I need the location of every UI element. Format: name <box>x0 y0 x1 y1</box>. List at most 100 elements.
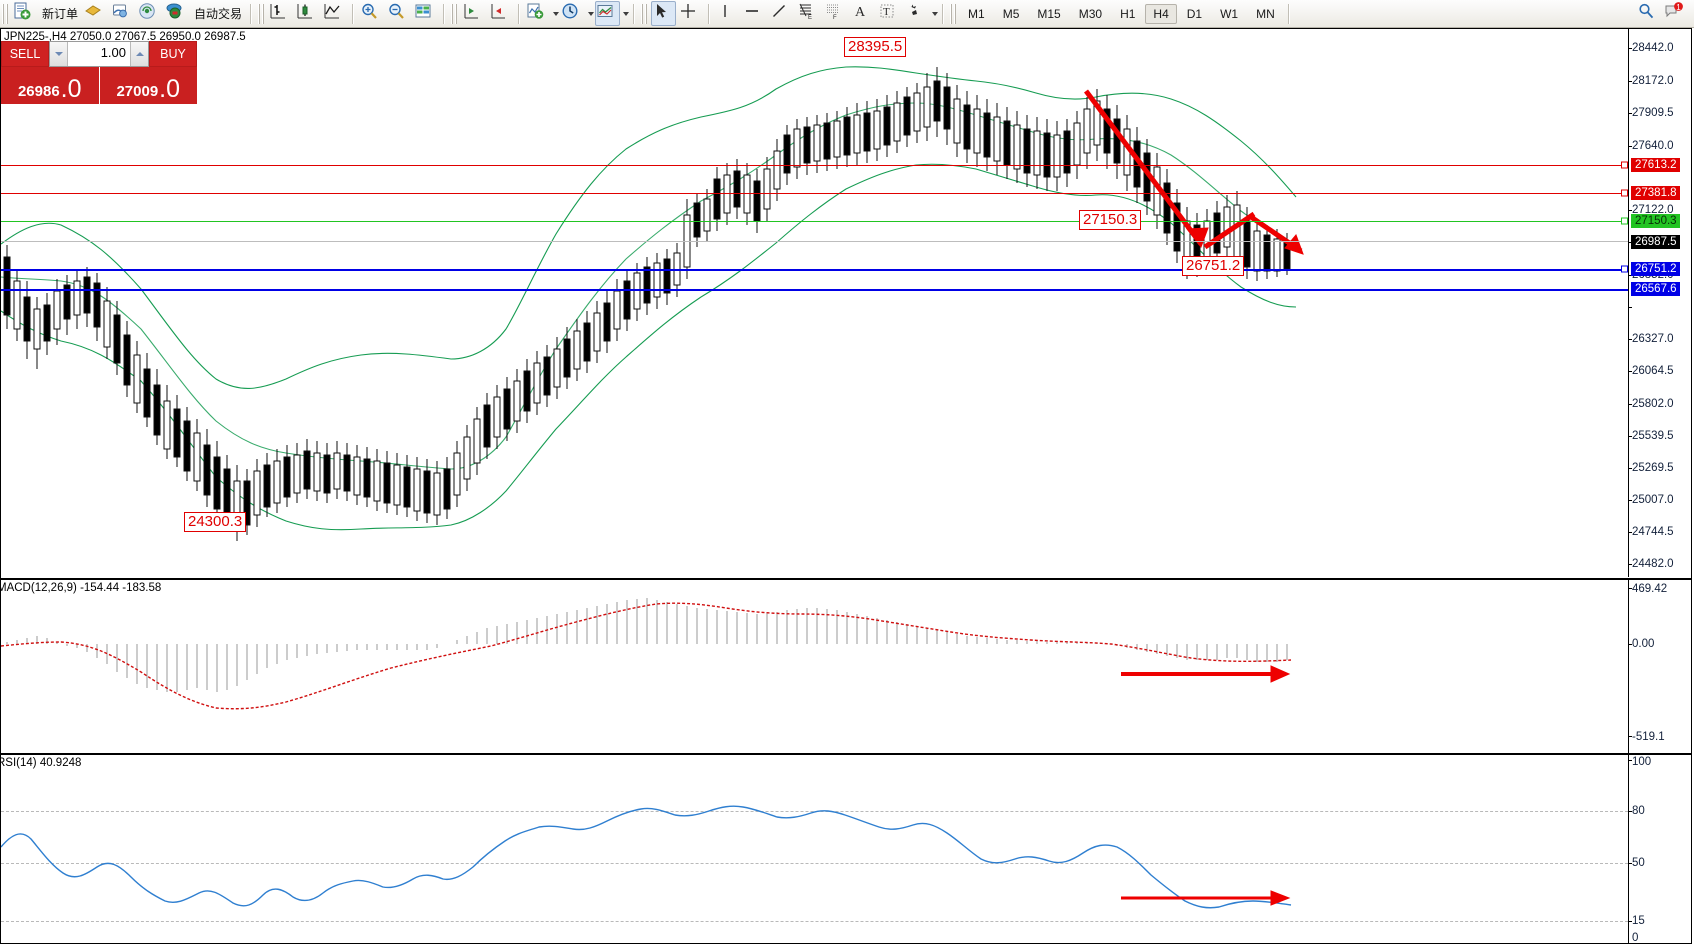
price-tick: 27640.0 <box>1632 140 1674 152</box>
rsi-chart-svg <box>1 805 1292 909</box>
sell-price-dec: .0 <box>60 75 82 103</box>
price-label-resistance-1[interactable]: 27613.2 <box>1631 158 1680 172</box>
text-icon[interactable]: A <box>850 1 875 26</box>
autoscroll-icon[interactable] <box>461 1 486 26</box>
volume-decrease-button[interactable] <box>50 42 68 66</box>
timeframe-w1[interactable]: W1 <box>1220 6 1239 21</box>
level-line-27150[interactable] <box>1 221 1628 222</box>
timeframe-m5[interactable]: M5 <box>1002 6 1020 21</box>
annotation-low[interactable]: 26751.2 <box>1182 256 1245 276</box>
macd-pane[interactable]: MACD(12,26,9) -154.44 -183.58 <box>1 578 1691 753</box>
sell-button[interactable]: SELL <box>1 41 49 67</box>
sell-price-int: 26986 <box>17 83 60 100</box>
period-icon[interactable] <box>560 1 585 26</box>
level-line-26751[interactable] <box>1 269 1628 271</box>
indicators-dropdown-icon[interactable] <box>553 11 560 16</box>
timeframe-m30[interactable]: M30 <box>1078 6 1103 21</box>
level-line-27381[interactable] <box>1 193 1628 194</box>
trade-panel-controls: SELL 1.00 BUY <box>1 41 197 67</box>
buy-button[interactable]: BUY <box>149 41 197 67</box>
toolbar-separator-7 <box>942 3 945 24</box>
one-click-trading-panel[interactable]: SELL 1.00 BUY 26986 .0 27009 .0 <box>1 41 197 104</box>
chevron-up-icon <box>135 52 144 56</box>
volume-increase-button[interactable] <box>130 42 148 66</box>
annotation-high[interactable]: 28395.5 <box>844 37 907 57</box>
candlestick-chart-icon[interactable] <box>295 1 320 26</box>
toolbar-separator-3 <box>443 3 446 24</box>
volume-stepper[interactable]: 1.00 <box>49 41 149 67</box>
rsi-scale-100: 100 <box>1632 756 1652 768</box>
svg-text:E: E <box>808 15 812 21</box>
level-handle-26751[interactable] <box>1621 265 1628 273</box>
new-order-label[interactable]: 新订单 <box>42 7 79 21</box>
rsi-scale-50: 50 <box>1632 857 1645 869</box>
templates-dropdown-icon[interactable] <box>623 11 630 16</box>
toolbar-separator-4 <box>518 3 521 24</box>
period-dropdown-icon[interactable] <box>588 11 595 16</box>
svg-text:A: A <box>855 5 866 20</box>
rsi-scale-15: 15 <box>1632 915 1645 927</box>
price-tick: 25269.5 <box>1632 462 1674 474</box>
new-order-icon[interactable] <box>12 1 37 26</box>
price-label-level-2[interactable]: 26567.6 <box>1631 282 1680 296</box>
chart-shift-icon[interactable] <box>488 1 513 26</box>
level-line-26567[interactable] <box>1 289 1628 291</box>
toolbar-grip-5[interactable] <box>950 3 958 24</box>
zoom-in-icon[interactable] <box>359 1 384 26</box>
text-label-icon[interactable]: T <box>877 1 902 26</box>
price-pane[interactable]: JPN225-,H4 27050.0 27067.5 26950.0 26987… <box>1 29 1691 577</box>
auto-trading-label[interactable]: 自动交易 <box>194 7 243 21</box>
bar-chart-icon[interactable] <box>268 1 293 26</box>
fibonacci-icon[interactable]: E <box>796 1 821 26</box>
profile-icon[interactable] <box>83 1 108 26</box>
level-handle-27613[interactable] <box>1621 161 1628 169</box>
main-toolbar: 新订单 自动交易 <box>0 0 1694 28</box>
annotation-support[interactable]: 27150.3 <box>1079 210 1142 230</box>
buy-price-int: 27009 <box>116 83 159 100</box>
toolbar-separator-5 <box>633 3 636 24</box>
toolbar-grip-3[interactable] <box>451 3 459 24</box>
shapes-icon[interactable] <box>904 1 929 26</box>
data-window-icon[interactable] <box>413 1 438 26</box>
price-label-resistance-2[interactable]: 27381.8 <box>1631 186 1680 200</box>
timeframe-h1[interactable]: H1 <box>1120 6 1136 21</box>
price-label-support[interactable]: 27150.3 <box>1631 214 1680 228</box>
timeframe-h4[interactable]: H4 <box>1145 3 1177 24</box>
signals-icon[interactable] <box>137 1 162 26</box>
timeframe-m15[interactable]: M15 <box>1037 6 1061 21</box>
toolbar-grip-2[interactable] <box>258 3 266 24</box>
timeframe-mn[interactable]: MN <box>1256 6 1275 21</box>
volume-input[interactable]: 1.00 <box>100 45 126 60</box>
chart-window[interactable]: JPN225-,H4 27050.0 27067.5 26950.0 26987… <box>0 28 1692 944</box>
macd-chart-svg <box>1 598 1292 710</box>
zoom-out-icon[interactable] <box>386 1 411 26</box>
line-chart-icon[interactable] <box>322 1 347 26</box>
publish-icon[interactable] <box>110 1 135 26</box>
crosshair-icon[interactable] <box>678 1 703 26</box>
annotation-bottom[interactable]: 24300.3 <box>184 512 247 532</box>
sell-price[interactable]: 26986 .0 <box>1 67 100 104</box>
level-handle-27150[interactable] <box>1621 217 1628 225</box>
search-icon[interactable] <box>1636 1 1661 26</box>
cursor-icon[interactable] <box>651 1 677 26</box>
strategy-tester-icon[interactable] <box>164 1 189 26</box>
rsi-pane[interactable]: RSI(14) 40.9248 100 80 50 15 0 <box>1 753 1691 943</box>
templates-icon[interactable] <box>595 1 621 26</box>
horizontal-line-icon[interactable] <box>742 1 767 26</box>
indicators-icon[interactable] <box>525 1 550 26</box>
buy-price[interactable]: 27009 .0 <box>99 67 197 104</box>
alert-badge-count: 1 <box>1676 3 1681 12</box>
svg-text:F: F <box>833 15 837 21</box>
toolbar-grip[interactable] <box>2 3 9 24</box>
toolbar-grip-4[interactable] <box>641 3 649 24</box>
alerts-icon[interactable]: 1 <box>1663 1 1688 26</box>
vertical-line-icon[interactable] <box>715 1 740 26</box>
trendline-icon[interactable] <box>769 1 794 26</box>
timeframe-d1[interactable]: D1 <box>1186 6 1203 21</box>
fibo-channel-icon[interactable]: F <box>823 1 848 26</box>
price-label-level-1[interactable]: 26751.2 <box>1631 262 1680 276</box>
level-line-27613[interactable] <box>1 165 1628 166</box>
shapes-dropdown-icon[interactable] <box>932 11 939 16</box>
timeframe-m1[interactable]: M1 <box>968 6 985 21</box>
level-handle-27381[interactable] <box>1621 189 1628 197</box>
